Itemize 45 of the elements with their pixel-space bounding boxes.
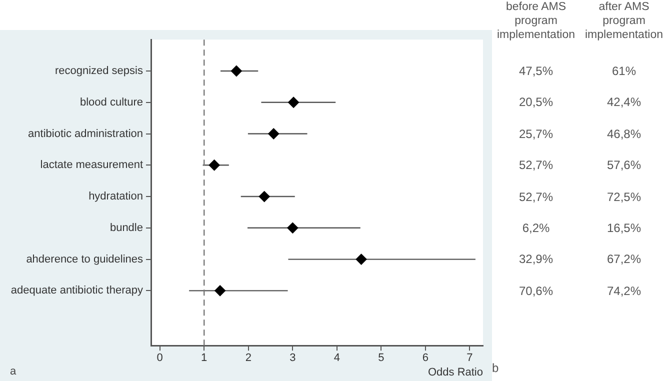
point <box>258 191 270 202</box>
point <box>214 285 226 296</box>
x-tick-label: 7 <box>466 352 473 364</box>
text: 67,2% <box>606 251 642 268</box>
text: 25,7% <box>518 126 554 142</box>
text: 52,7% <box>518 157 554 174</box>
point <box>268 128 280 140</box>
category-label: before AMS program implementation <box>496 0 576 42</box>
x-tick-label: 4 <box>334 352 340 364</box>
text: 61% <box>610 62 638 79</box>
y-tick-label: recognized sepsis <box>54 65 144 78</box>
text: b <box>492 361 499 375</box>
text: 16,5% <box>606 220 642 236</box>
y-tick-label: antibiotic administration <box>28 128 143 140</box>
x-tick-label: 6 <box>422 352 429 364</box>
x-axis-title: Odds Ratio <box>428 366 483 378</box>
point <box>288 96 300 108</box>
point <box>208 160 220 171</box>
x-tick-label: 3 <box>290 352 296 364</box>
y-tick-label: blood culture <box>80 96 143 108</box>
y-tick-label: adequate antibiotic therapy <box>10 284 144 297</box>
x-tick-label: 0 <box>156 352 163 364</box>
text: 42,4% <box>606 94 642 110</box>
point <box>287 222 298 234</box>
y-tick-label: ahderence to guidelines <box>26 253 144 266</box>
x-tick-label: 1 <box>201 352 208 364</box>
y-tick-label: bundle <box>110 222 143 234</box>
text: 74,2% <box>606 282 642 299</box>
text: 32,9% <box>518 251 554 268</box>
x-tick-label: 2 <box>245 352 252 364</box>
point <box>230 65 242 76</box>
text: 72,5% <box>606 188 642 205</box>
text: 20,5% <box>518 94 554 110</box>
text: 47,5% <box>518 62 554 79</box>
x-tick-label: 5 <box>378 352 384 364</box>
category-label: after AMS program implementation <box>584 0 664 42</box>
y-tick-label: hydratation <box>88 190 143 203</box>
text: 6,2% <box>521 220 551 236</box>
text: 70,6% <box>518 282 554 299</box>
text: 52,7% <box>518 188 554 205</box>
text: 46,8% <box>606 126 642 142</box>
text: a <box>10 366 17 378</box>
y-tick-label: lactate measurement <box>40 159 143 172</box>
point <box>356 254 367 265</box>
text: 57,6% <box>606 157 642 174</box>
